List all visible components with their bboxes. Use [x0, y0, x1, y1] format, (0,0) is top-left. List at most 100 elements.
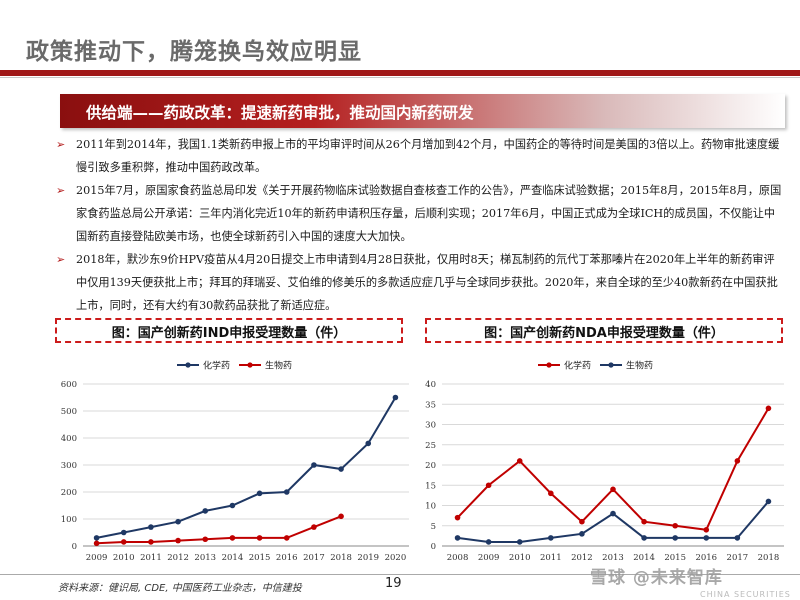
data-point	[454, 514, 461, 521]
data-point	[120, 529, 127, 536]
data-point	[485, 539, 492, 545]
data-point	[148, 524, 154, 530]
title-divider	[0, 70, 800, 76]
x-tick-label: 2015	[664, 553, 686, 563]
data-point	[202, 508, 209, 514]
brand-text: CHINA SECURITIES	[700, 590, 791, 599]
y-tick-label: 500	[61, 407, 77, 417]
data-point	[283, 535, 290, 541]
data-point	[672, 522, 678, 529]
legend-marker	[247, 362, 253, 368]
y-tick-label: 20	[425, 461, 436, 471]
left-chart-caption: 图：国产创新药IND申报受理数量（件）	[111, 326, 347, 341]
y-tick-label: 100	[61, 515, 77, 525]
data-point	[120, 539, 127, 545]
x-tick-label: 2018	[330, 553, 352, 563]
y-tick-label: 40	[425, 380, 436, 390]
legend-label: 化学药	[203, 360, 230, 372]
x-tick-label: 2009	[478, 553, 500, 563]
series-line	[96, 515, 342, 545]
data-point	[311, 462, 317, 468]
series-line	[457, 500, 770, 543]
right-chart-caption: 图：国产创新药NDA申报受理数量（件）	[484, 326, 724, 341]
x-tick-label: 2012	[571, 553, 593, 563]
bullet-text: 2011年到2014年，我国1.1类新药申报上市的平均审评时间从26个月增加到4…	[76, 138, 780, 174]
data-point	[311, 524, 317, 530]
data-point	[516, 539, 523, 545]
data-point	[338, 466, 344, 472]
data-point	[548, 535, 554, 541]
data-point	[610, 486, 616, 493]
data-point	[454, 535, 461, 541]
data-point	[365, 440, 372, 447]
ind-line-chart: 0 100 200 300 400 500 600 2009 2010 2011 2012 2013 2…	[61, 360, 409, 563]
legend-marker	[185, 362, 191, 368]
y-tick-label: 300	[61, 461, 77, 471]
x-tick-label: 2017	[303, 553, 325, 563]
x-tick-label: 2008	[447, 553, 469, 563]
data-point	[175, 537, 181, 544]
y-tick-label: 10	[425, 502, 436, 512]
watermark: 雪球 @未来智库	[590, 568, 723, 588]
x-tick-label: 2016	[695, 553, 717, 563]
data-point	[93, 540, 100, 547]
nda-line-chart: 0 5 10 15 20 25 30 35 40 2008 2009 2010 2011 2012 2013…	[425, 360, 784, 563]
y-tick-label: 5	[431, 522, 436, 532]
section-banner: 供给端——药政改革：提速新药审批，推动国内新药研发	[60, 94, 785, 128]
data-point	[175, 518, 181, 525]
x-tick-label: 2009	[86, 553, 108, 563]
bullet-text: 2015年7月，原国家食药监总局印发《关于开展药物临床试验数据自查核查工作的公告…	[76, 184, 782, 243]
x-tick-label: 2010	[113, 553, 135, 563]
slide-title: 政策推动下，腾笼换鸟效应明显	[26, 39, 362, 65]
footer-divider	[0, 574, 800, 575]
data-point	[641, 518, 647, 525]
legend-label: 生物药	[626, 360, 653, 372]
data-point	[765, 405, 772, 412]
y-tick-label: 600	[61, 380, 77, 390]
x-tick-label: 2015	[249, 553, 271, 563]
x-tick-label: 2018	[758, 553, 780, 563]
data-point	[703, 527, 710, 533]
data-point	[734, 458, 741, 464]
data-point	[148, 539, 154, 545]
bullet-list: ➢ 2011年到2014年，我国1.1类新药申报上市的平均审评时间从26个月增加…	[56, 133, 782, 317]
x-tick-label: 2012	[167, 553, 189, 563]
data-point	[283, 489, 290, 495]
data-point	[579, 518, 585, 525]
data-point	[641, 535, 647, 541]
x-tick-label: 2020	[385, 553, 407, 563]
data-point	[256, 535, 263, 541]
series-line	[96, 396, 397, 539]
data-point	[202, 536, 209, 543]
source-note: 资料来源：健识局, CDE, 中国医药工业杂志，中信建投	[58, 583, 302, 594]
x-tick-label: 2010	[509, 553, 531, 563]
bullet-item: ➢ 2015年7月，原国家食药监总局印发《关于开展药物临床试验数据自查核查工作的…	[56, 179, 782, 248]
data-point	[93, 535, 100, 541]
data-point	[516, 458, 523, 464]
data-point	[610, 510, 616, 517]
y-tick-label: 400	[61, 434, 77, 444]
x-tick-label: 2011	[540, 553, 562, 563]
x-tick-label: 2014	[633, 553, 655, 563]
page-number: 19	[385, 576, 402, 591]
right-chart-caption-box: 图：国产创新药NDA申报受理数量（件）	[425, 318, 783, 343]
data-point	[256, 490, 263, 497]
data-point	[703, 535, 710, 541]
bullet-item: ➢ 2011年到2014年，我国1.1类新药申报上市的平均审评时间从26个月增加…	[56, 133, 782, 179]
legend-label: 化学药	[564, 360, 591, 372]
data-point	[229, 535, 236, 541]
arrow-bullet-icon: ➢	[56, 184, 66, 197]
y-tick-label: 35	[425, 400, 436, 410]
x-tick-label: 2013	[602, 553, 624, 563]
x-tick-label: 2019	[357, 553, 379, 563]
y-tick-label: 0	[431, 542, 436, 552]
data-point	[579, 531, 585, 537]
data-point	[734, 535, 741, 541]
data-point	[765, 498, 772, 505]
bullet-text: 2018年，默沙东9价HPV疫苗从4月20日提交上市申请到4月28日获批，仅用时…	[76, 253, 778, 312]
arrow-bullet-icon: ➢	[56, 253, 66, 266]
y-tick-label: 15	[425, 481, 436, 491]
x-tick-label: 2013	[194, 553, 216, 563]
left-chart-caption-box: 图：国产创新药IND申报受理数量（件）	[55, 318, 403, 343]
x-tick-label: 2011	[140, 553, 162, 563]
